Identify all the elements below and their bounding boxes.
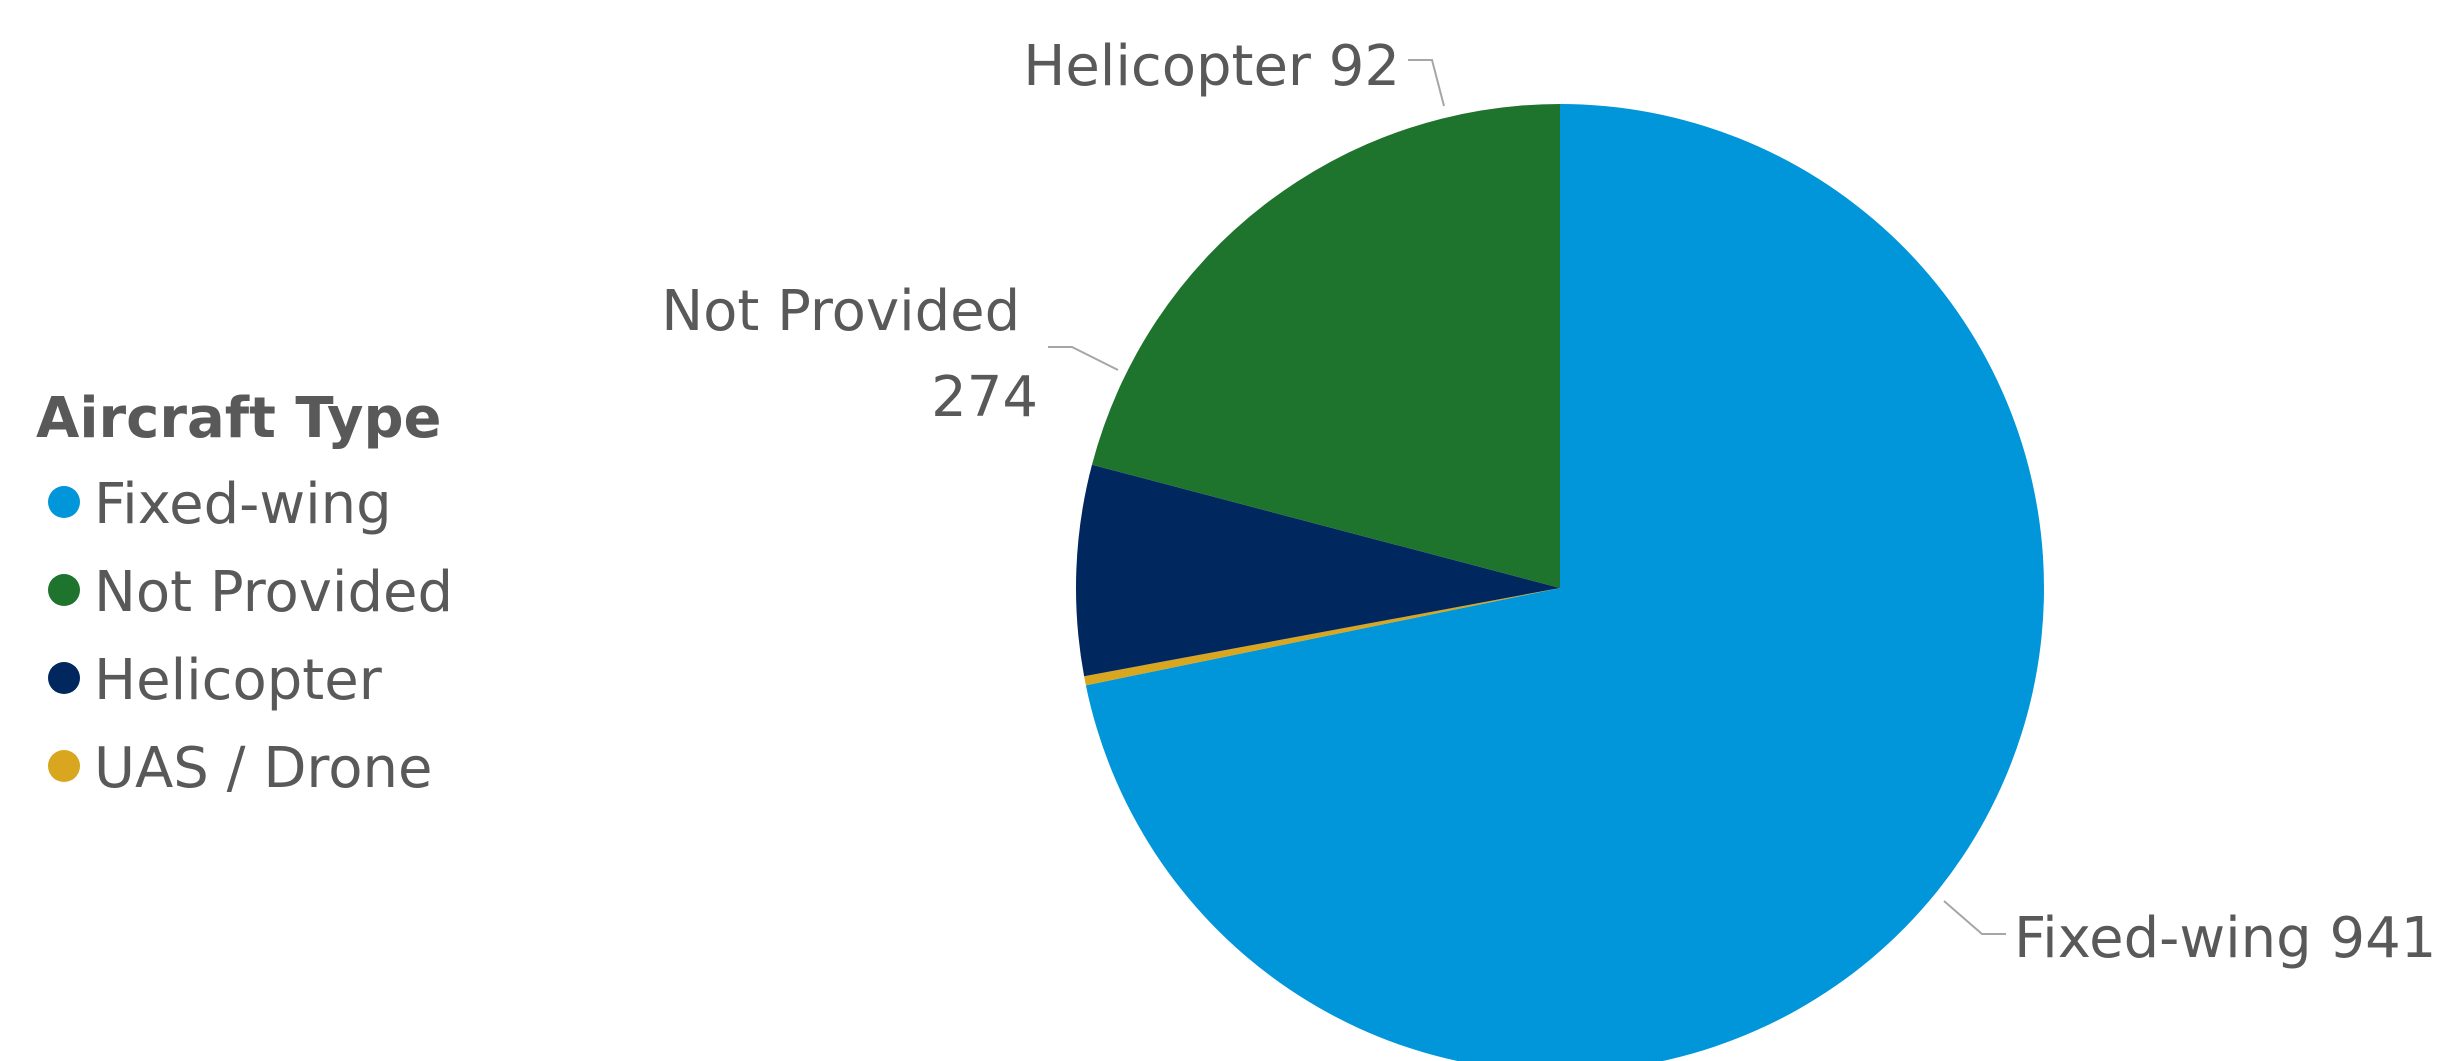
pie-slice-fixed-wing — [1085, 104, 2044, 1061]
pie-slice-uas-drone — [1084, 588, 1560, 686]
leader-line-helicopter — [1408, 59, 1445, 107]
legend-marker-helicopter — [48, 662, 80, 694]
data-label-not-provided-value: 274 — [931, 365, 1038, 430]
legend-marker-uas-drone — [48, 750, 80, 782]
leader-line-fixed-wing — [1943, 900, 2006, 935]
data-label-not-provided: Not Provided 274 — [661, 279, 1038, 430]
pie-slice-not-provided — [1091, 104, 1560, 588]
leader-line-not-provided — [1048, 346, 1119, 371]
legend-label-uas-drone: UAS / Drone — [94, 736, 432, 801]
legend: Aircraft Type Fixed-wing Not Provided He… — [36, 386, 453, 801]
legend-marker-not-provided — [48, 574, 80, 606]
data-label-not-provided-name: Not Provided — [661, 279, 1020, 344]
legend-marker-fixed-wing — [48, 486, 80, 518]
legend-item-uas-drone: UAS / Drone — [48, 736, 432, 801]
legend-label-fixed-wing: Fixed-wing — [94, 472, 392, 537]
pie-slice-helicopter — [1075, 464, 1560, 677]
legend-item-helicopter: Helicopter — [48, 648, 383, 713]
legend-item-not-provided: Not Provided — [48, 560, 453, 625]
legend-title: Aircraft Type — [36, 386, 442, 451]
legend-label-helicopter: Helicopter — [94, 648, 383, 713]
data-label-helicopter: Helicopter 92 — [1023, 34, 1400, 99]
legend-label-not-provided: Not Provided — [94, 560, 453, 625]
pie-slices — [1075, 104, 2044, 1061]
data-label-fixed-wing: Fixed-wing 941 — [2014, 906, 2436, 971]
legend-item-fixed-wing: Fixed-wing — [48, 472, 392, 537]
